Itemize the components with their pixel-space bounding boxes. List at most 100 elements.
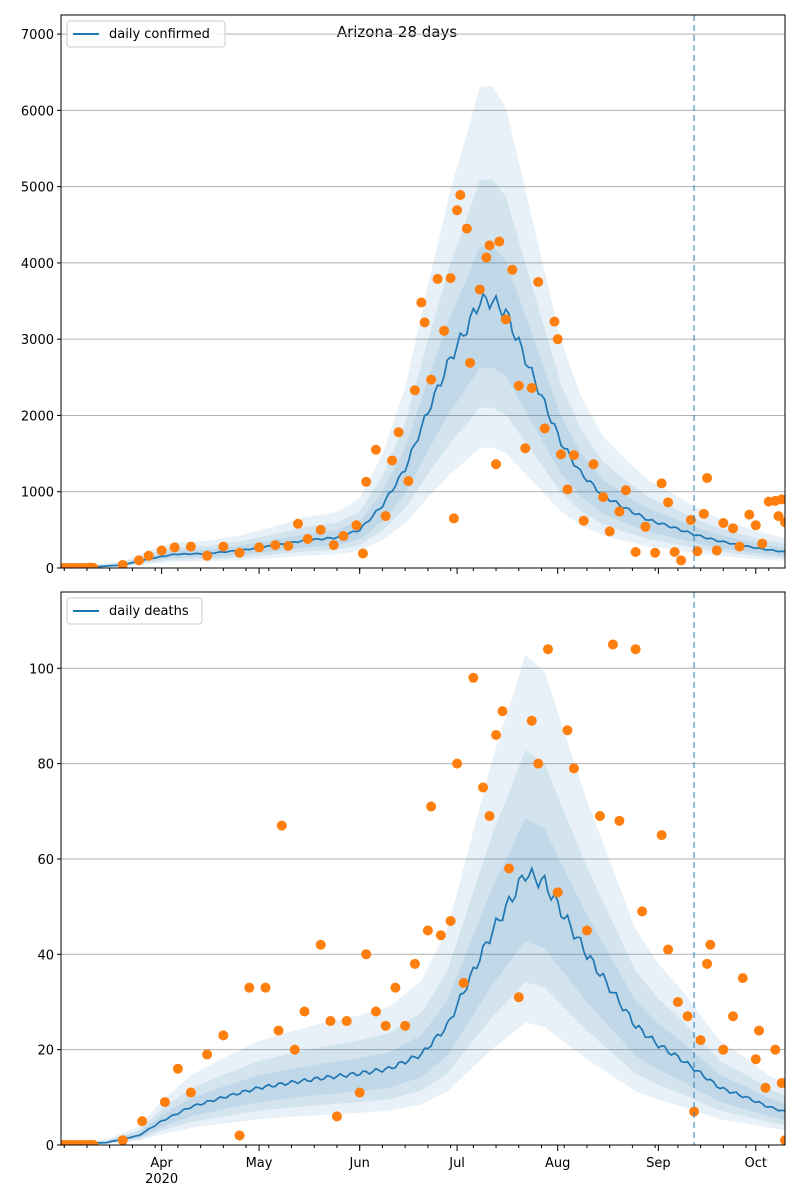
observed-point — [302, 534, 313, 545]
observed-point — [357, 548, 368, 559]
y-tick-label: 100 — [29, 662, 54, 677]
observed-point — [552, 334, 563, 345]
legend: daily deaths — [66, 597, 203, 625]
observed-point — [351, 520, 362, 531]
observed-point — [234, 547, 245, 558]
observed-point — [718, 517, 729, 528]
y-tick-label: 7000 — [21, 28, 54, 43]
observed-point — [202, 1049, 213, 1060]
y-tick-label: 4000 — [21, 257, 54, 272]
observed-point — [513, 992, 524, 1003]
observed-point — [630, 546, 641, 557]
observed-point — [117, 1135, 128, 1145]
observed-point — [676, 555, 687, 566]
observed-point — [760, 1082, 771, 1093]
observed-point — [780, 517, 785, 528]
observed-point — [439, 325, 450, 336]
observed-point — [640, 521, 651, 532]
observed-point — [400, 1020, 411, 1031]
observed-point — [289, 1044, 300, 1055]
observed-point — [718, 1044, 729, 1055]
observed-point — [270, 540, 281, 551]
uncertainty-band-2 — [61, 749, 785, 1145]
observed-point — [409, 958, 420, 969]
observed-point — [705, 939, 716, 950]
observed-point — [445, 273, 456, 284]
observed-point — [484, 811, 495, 822]
observed-point — [776, 494, 785, 505]
observed-point — [361, 949, 372, 960]
observed-point — [491, 459, 502, 470]
observed-point — [361, 476, 372, 487]
legend-label: daily confirmed — [109, 27, 210, 42]
observed-point — [562, 725, 573, 736]
observed-point — [504, 863, 515, 874]
observed-point — [478, 782, 489, 793]
observed-point — [159, 1097, 170, 1108]
observed-point — [426, 374, 437, 385]
observed-point — [533, 758, 544, 769]
observed-point — [416, 297, 427, 308]
observed-point — [663, 497, 674, 508]
y-tick-label: 80 — [37, 758, 54, 773]
observed-point — [702, 472, 713, 483]
observed-point — [331, 1111, 342, 1122]
observed-point — [137, 1116, 148, 1127]
observed-point — [656, 478, 667, 489]
observed-point — [526, 715, 537, 726]
observed-point — [419, 317, 430, 328]
x-tick-label: Aug — [545, 1156, 570, 1171]
observed-point — [663, 944, 674, 955]
observed-point — [695, 1035, 706, 1046]
observed-point — [315, 524, 326, 535]
observed-point — [465, 357, 476, 368]
x-tick-label: Sep — [646, 1156, 671, 1171]
observed-point — [711, 545, 722, 556]
y-tick-label: 0 — [46, 1139, 54, 1154]
observed-point — [637, 906, 648, 917]
observed-point — [468, 672, 479, 683]
observed-point — [650, 547, 661, 558]
observed-point — [594, 811, 605, 822]
observed-point — [338, 530, 349, 541]
observed-point — [244, 982, 255, 993]
observed-point — [461, 223, 472, 234]
observed-point — [568, 450, 579, 461]
x-tick-label: Jun — [349, 1156, 370, 1171]
observed-point — [380, 1020, 391, 1031]
axes-frame — [60, 14, 786, 569]
observed-point — [283, 540, 294, 551]
y-tick-label: 6000 — [21, 104, 54, 119]
observed-point — [555, 449, 566, 460]
observed-point — [435, 930, 446, 941]
observed-point — [533, 276, 544, 287]
observed-point — [614, 506, 625, 517]
observed-point — [143, 550, 154, 561]
observed-point — [341, 1016, 352, 1027]
observed-point — [354, 1087, 365, 1098]
observed-point — [494, 236, 505, 247]
observed-point — [513, 380, 524, 391]
observed-point — [507, 264, 518, 275]
observed-point — [432, 273, 443, 284]
model-line — [61, 865, 785, 1145]
observed-point — [757, 538, 768, 549]
observed-point — [403, 476, 414, 487]
observed-point — [776, 1078, 785, 1089]
observed-point — [552, 887, 563, 898]
observed-point — [85, 562, 96, 568]
observed-point — [607, 639, 618, 650]
observed-point — [218, 1030, 229, 1041]
observed-point — [549, 316, 560, 327]
observed-point — [325, 1016, 336, 1027]
observed-point — [452, 758, 463, 769]
observed-point — [588, 459, 599, 470]
observed-point — [754, 1025, 765, 1036]
y-tick-label: 20 — [37, 1044, 54, 1059]
observed-point — [562, 484, 573, 495]
observed-point — [172, 1063, 183, 1074]
observed-point — [526, 382, 537, 393]
observed-point — [393, 427, 404, 438]
